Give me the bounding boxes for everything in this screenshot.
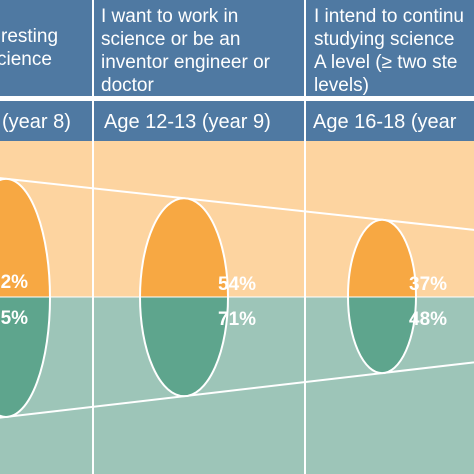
col2-statement-line-1: I intend to continu — [314, 6, 464, 27]
column-dividers — [92, 0, 306, 474]
col0-upper-percentage: 72% — [0, 272, 28, 293]
statement-header-row — [0, 0, 474, 96]
col1-lower-percentage: 71% — [218, 309, 256, 330]
funnel-outline — [0, 177, 474, 419]
age-header-row — [0, 101, 474, 141]
col1-statement-line-1: I want to work in — [101, 6, 238, 27]
col1-age-label: Age 12-13 (year 9) — [104, 111, 271, 133]
col2-statement-line-4: levels) — [314, 75, 369, 96]
col2-statement-line-3: A level (≥ two ste — [314, 52, 457, 73]
col1-upper-percentage: 54% — [218, 274, 256, 295]
col0-disk-outline — [0, 177, 51, 418]
col0-statement-line-1: resting — [1, 26, 58, 47]
col0-age-label: (year 8) — [2, 111, 71, 133]
col2-lower-percentage: 48% — [409, 309, 447, 330]
col1-statement-line-4: doctor — [101, 75, 154, 96]
col2-disk-outline — [347, 218, 417, 375]
col2-upper-percentage: 37% — [409, 274, 447, 295]
col1-statement-line-2: science or be an — [101, 29, 240, 50]
col0-statement-line-2: cience — [0, 49, 52, 70]
col2-statement-line-2: studying science — [314, 29, 454, 50]
col2-age-label: Age 16-18 (year — [313, 111, 457, 133]
col1-statement-line-3: inventor engineer or — [101, 52, 271, 73]
col0-lower-percentage: 75% — [0, 308, 28, 329]
